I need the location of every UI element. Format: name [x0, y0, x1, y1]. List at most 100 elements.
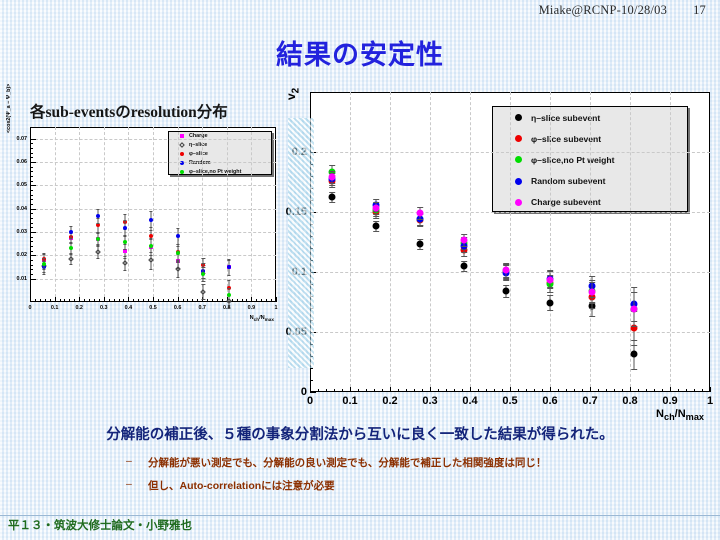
error-bar-cap	[68, 242, 73, 244]
legend-label: φ–slice,no Pt weight	[531, 154, 615, 165]
x-minor-tick	[89, 299, 91, 302]
error-bar-cap	[589, 303, 595, 305]
y-tick-label: 0.15	[285, 206, 307, 218]
legend-label: Charge	[189, 133, 208, 140]
x-minor-tick	[197, 299, 199, 302]
x-minor-tick	[118, 299, 120, 302]
legend-entry[interactable]: Charge subevent	[493, 192, 687, 213]
y-minor-tick	[310, 356, 313, 357]
error-bar-cap	[201, 281, 206, 282]
gridline-horizontal	[310, 272, 710, 273]
legend-label: φ–slice subevent	[531, 133, 602, 144]
x-minor-tick	[84, 299, 86, 302]
error-bar-cap	[547, 295, 553, 297]
x-tick-label: 0.2	[382, 395, 398, 407]
x-minor-tick	[74, 299, 76, 302]
gridline-horizontal	[310, 332, 710, 333]
header-author-date: Miake@RCNP-10/28/03	[538, 3, 668, 17]
x-tick	[128, 297, 130, 302]
gridline-vertical	[550, 92, 551, 392]
x-minor-tick	[638, 389, 639, 392]
y-tick	[310, 392, 316, 393]
y-tick-label: 0.1	[291, 266, 307, 278]
error-bar	[202, 284, 204, 299]
x-minor-tick	[148, 299, 150, 302]
error-bar-cap	[503, 277, 509, 279]
legend-entry[interactable]: Random subevent	[493, 171, 687, 192]
error-bar-cap	[329, 182, 335, 184]
error-bar-cap	[201, 257, 206, 259]
legend-entry[interactable]: Charge	[169, 132, 271, 141]
bullet-item-2: – 但し、Auto-correlationには注意が必要	[126, 478, 335, 493]
x-minor-tick	[187, 299, 189, 302]
data-point	[68, 245, 73, 250]
x-minor-tick	[478, 389, 479, 392]
y-tick-label: 0.03	[16, 229, 28, 235]
x-minor-tick	[414, 389, 415, 392]
x-minor-tick	[502, 389, 503, 392]
x-minor-tick	[574, 389, 575, 392]
error-bar-cap	[41, 252, 46, 254]
data-point	[502, 266, 510, 274]
y-minor-tick	[30, 148, 33, 149]
error-bar-cap	[176, 276, 180, 278]
legend-label: φ–slice,no Pt weight	[189, 168, 242, 175]
x-minor-tick	[558, 389, 559, 392]
error-bar	[150, 252, 152, 269]
x-minor-tick	[614, 389, 615, 392]
gridline-vertical	[153, 127, 154, 302]
x-minor-tick	[123, 299, 125, 302]
error-bar-cap	[461, 252, 467, 254]
data-point	[95, 236, 100, 241]
gridline-horizontal	[310, 212, 710, 213]
error-bar-cap	[227, 280, 231, 282]
x-tick-label: 0.3	[422, 395, 438, 407]
legend-entry[interactable]: η–slice	[169, 141, 271, 150]
error-bar-cap	[417, 225, 423, 227]
legend-entry[interactable]: η–slice subevent	[493, 107, 687, 128]
error-bar-cap	[227, 288, 231, 289]
y-minor-tick	[30, 264, 33, 266]
error-bar-cap	[148, 229, 153, 231]
legend-entry[interactable]: φ–slice subevent	[493, 128, 687, 149]
y-minor-tick	[30, 269, 33, 271]
error-bar-cap	[461, 255, 467, 257]
x-tick	[310, 387, 311, 392]
y-tick-label: 0.01	[16, 275, 28, 282]
legend-entry[interactable]: φ–slice,no Pt weight	[169, 167, 271, 176]
legend-marker-icon	[505, 135, 531, 143]
x-tick	[251, 297, 253, 302]
legend-marker-icon	[505, 177, 531, 185]
y-tick	[30, 162, 36, 163]
data-point	[148, 218, 153, 223]
y-tick-label: 0.2	[291, 146, 307, 158]
x-tick	[54, 297, 56, 302]
error-bar-cap	[417, 225, 423, 227]
x-tick	[226, 297, 228, 302]
gridline-vertical	[670, 92, 671, 392]
x-minor-tick	[406, 389, 407, 392]
legend-marker-icon	[174, 134, 189, 139]
legend-entry[interactable]: φ–slice	[169, 150, 271, 159]
x-tick-label: 0	[306, 395, 314, 407]
y-tick-label: 0.04	[16, 205, 28, 212]
x-minor-tick	[69, 299, 71, 302]
legend-entry[interactable]: φ–slice,no Pt weight	[493, 149, 687, 170]
y-tick	[310, 212, 316, 213]
x-tick-label: 0.6	[173, 305, 182, 311]
x-minor-tick	[133, 299, 135, 302]
error-bar-cap	[227, 274, 231, 276]
bullet-text: 但し、Auto-correlationには注意が必要	[148, 480, 335, 492]
x-minor-tick	[518, 389, 519, 392]
y-minor-tick	[30, 199, 33, 201]
x-tick-label: 0.5	[149, 305, 157, 311]
error-bar-cap	[176, 260, 180, 262]
error-bar-cap	[96, 257, 100, 259]
error-bar-cap	[589, 315, 595, 317]
x-minor-tick	[44, 299, 46, 302]
y-minor-tick	[310, 344, 313, 345]
error-bar-cap	[201, 298, 206, 300]
data-point	[227, 285, 232, 290]
y-minor-tick	[310, 260, 313, 261]
error-bar-cap	[96, 244, 100, 246]
